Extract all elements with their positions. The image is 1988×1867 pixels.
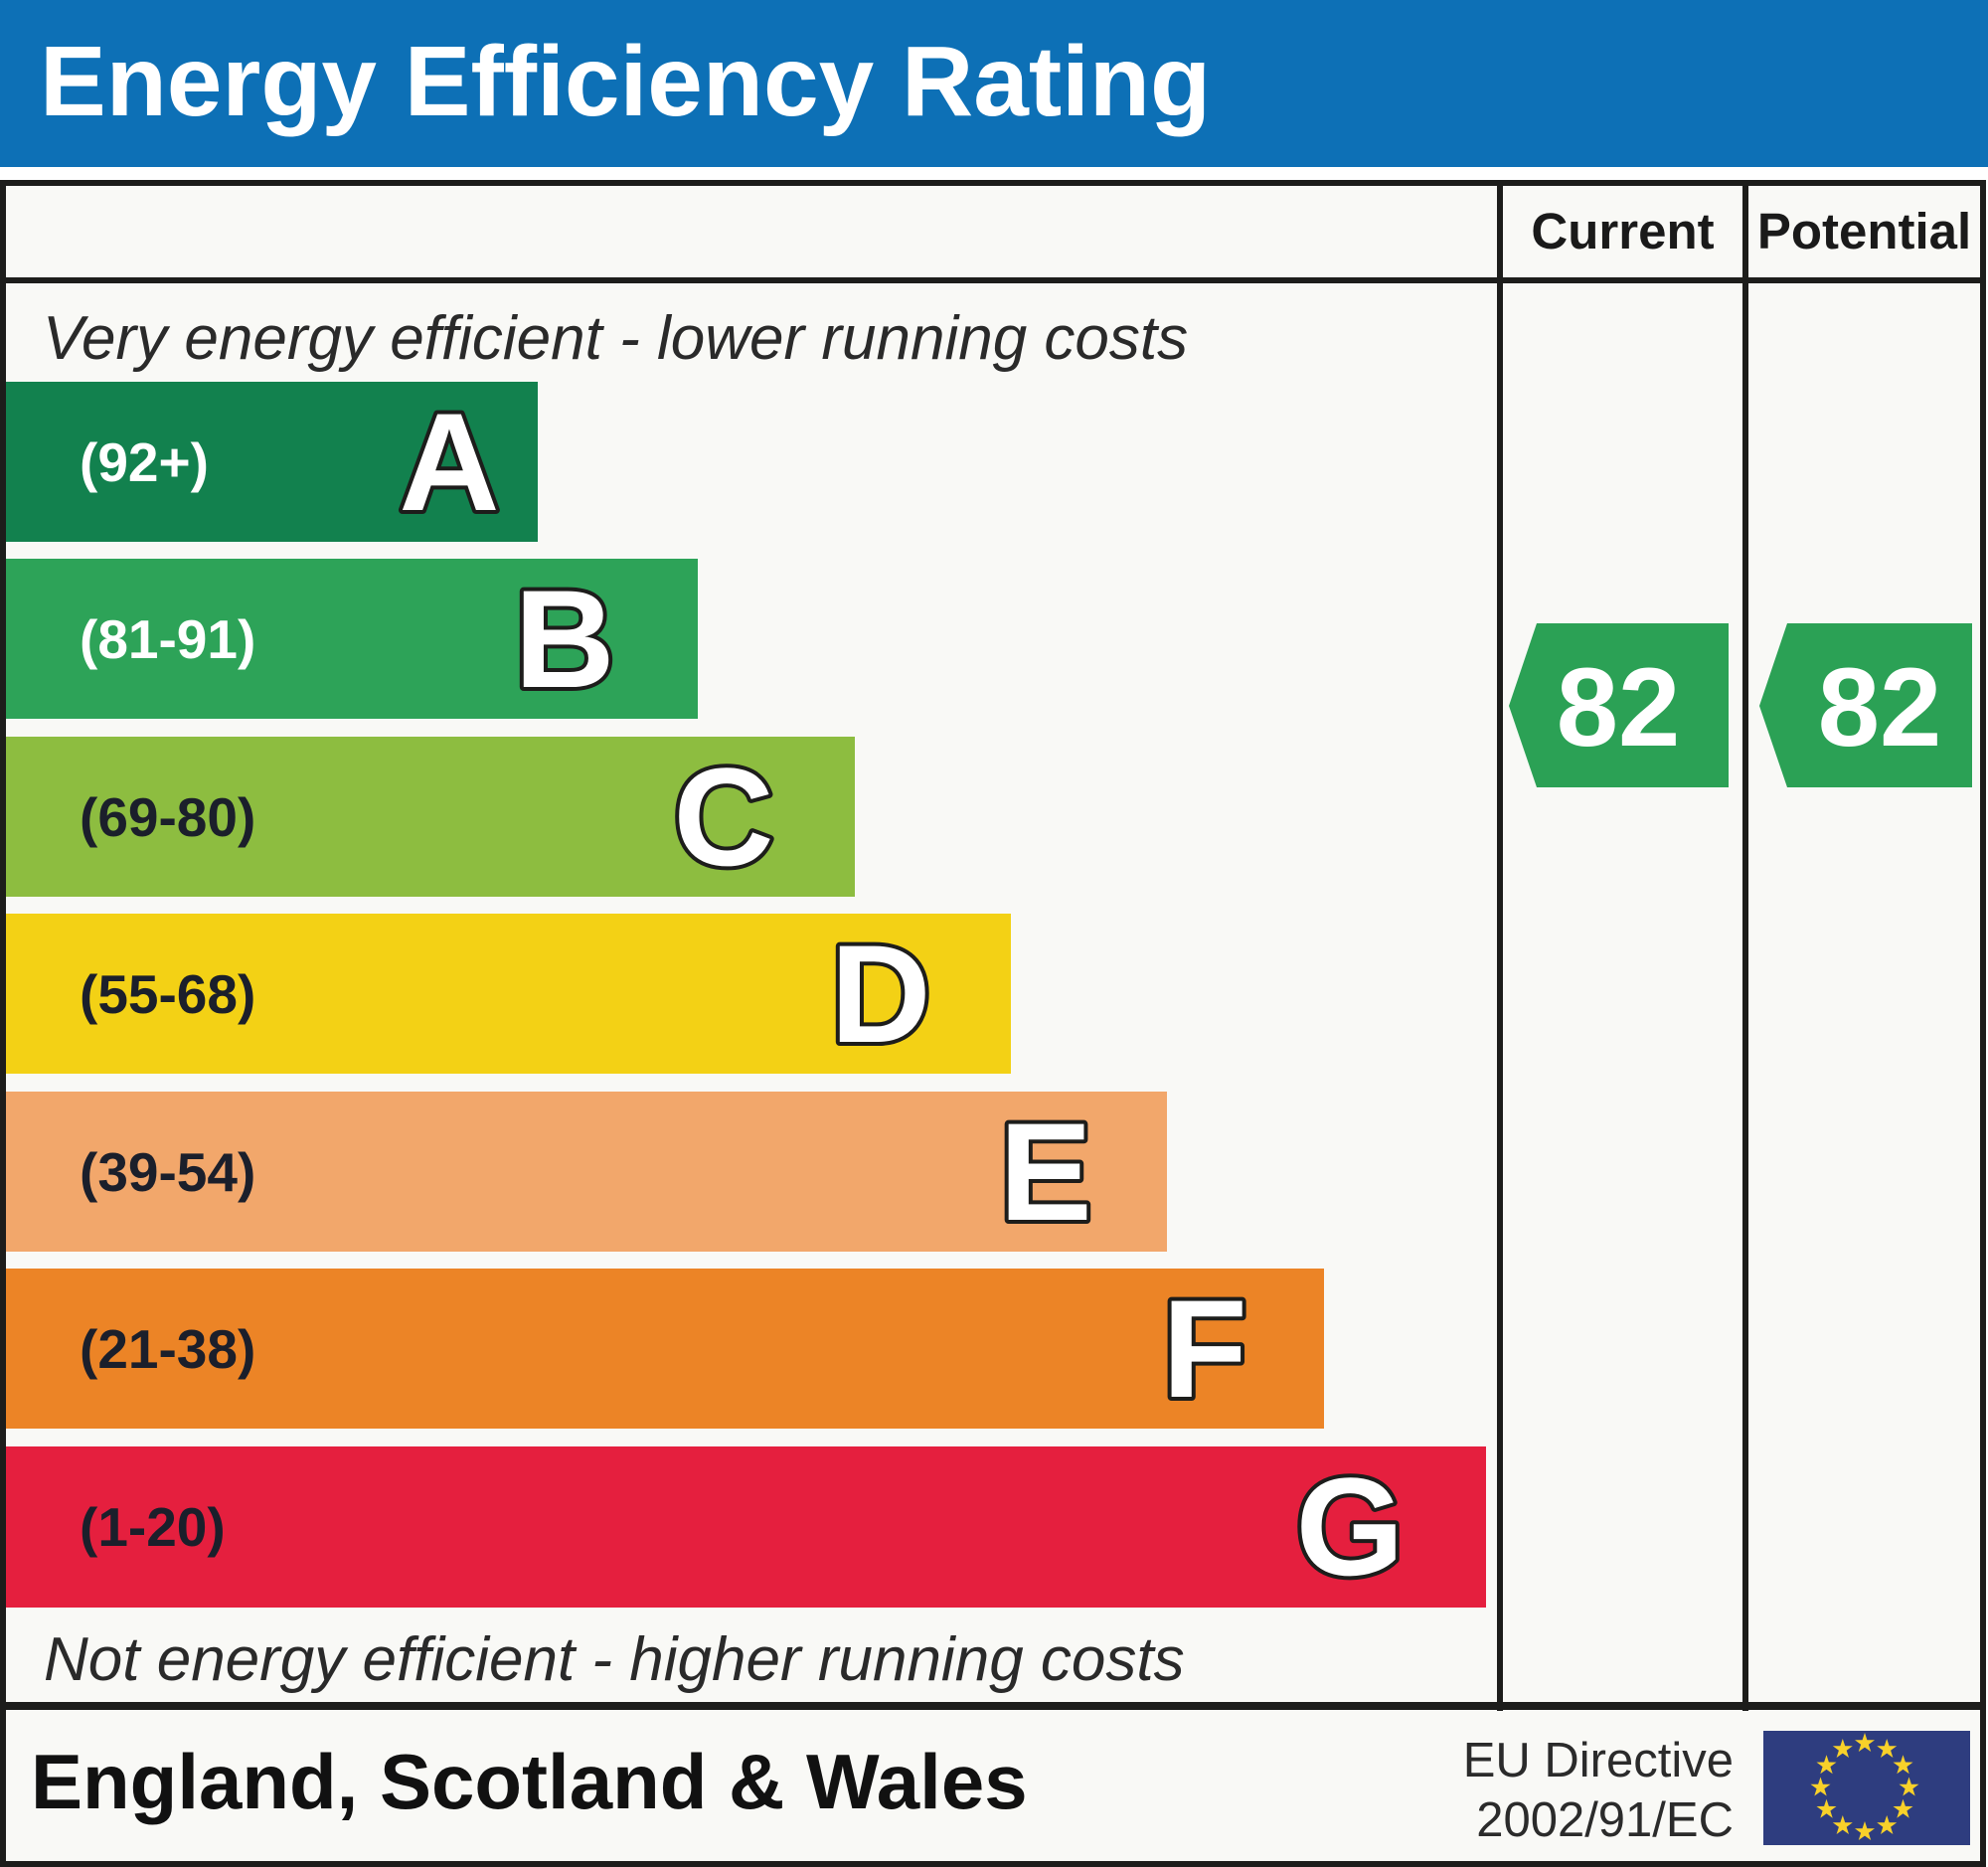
- svg-text:E: E: [999, 1094, 1091, 1250]
- svg-text:C: C: [673, 739, 773, 895]
- svg-text:A: A: [399, 384, 499, 540]
- svg-text:F: F: [1162, 1271, 1247, 1427]
- svg-text:G: G: [1296, 1448, 1405, 1605]
- svg-text:82: 82: [1818, 645, 1942, 769]
- svg-text:82: 82: [1557, 645, 1681, 769]
- svg-text:D: D: [830, 916, 930, 1072]
- svg-text:B: B: [514, 561, 614, 717]
